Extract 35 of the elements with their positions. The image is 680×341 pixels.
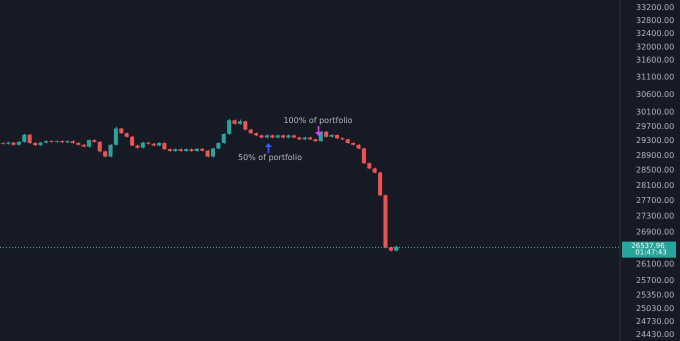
candlestick — [130, 136, 134, 147]
y-tick-label: 29300.00 — [636, 136, 674, 146]
annotation: 50% of portfolio — [238, 153, 302, 162]
y-tick-label: 33200.00 — [636, 3, 674, 12]
y-tick-label: 25350.00 — [636, 290, 674, 300]
y-tick-label: 30100.00 — [636, 108, 674, 117]
y-tick-label: 29700.00 — [636, 122, 674, 131]
candlestick — [114, 126, 118, 146]
y-tick-label: 26100.00 — [636, 259, 674, 268]
y-tick-label: 24430.00 — [636, 330, 674, 339]
y-tick-label: 31100.00 — [636, 72, 674, 82]
candlestick — [227, 118, 232, 136]
y-tick-label: 27700.00 — [636, 196, 674, 206]
annotation: 100% of portfolio — [283, 116, 353, 126]
candlestick — [378, 171, 382, 197]
candlestick — [108, 144, 113, 158]
y-tick-label: 28500.00 — [636, 166, 674, 175]
y-tick-label: 31600.00 — [636, 56, 674, 65]
candlestick — [243, 120, 248, 131]
y-tick-label: 25030.00 — [636, 304, 674, 314]
y-tick-label: 27300.00 — [636, 212, 674, 221]
y-tick-label: 25700.00 — [636, 276, 674, 285]
y-tick-label: 28900.00 — [636, 150, 674, 160]
y-tick-label: 32000.00 — [636, 42, 674, 52]
y-tick-label: 30600.00 — [636, 90, 674, 99]
y-tick-label: 32400.00 — [636, 29, 674, 38]
y-tick-label: 32800.00 — [636, 16, 674, 25]
y-tick-label: 24730.00 — [636, 316, 674, 326]
candlestick — [98, 140, 102, 153]
candlestick — [210, 147, 215, 158]
candlestick — [362, 147, 366, 164]
y-tick-label: 28100.00 — [636, 180, 674, 190]
y-tick-label: 26900.00 — [636, 227, 674, 236]
candlestick — [222, 132, 226, 144]
candlestick — [28, 133, 32, 144]
